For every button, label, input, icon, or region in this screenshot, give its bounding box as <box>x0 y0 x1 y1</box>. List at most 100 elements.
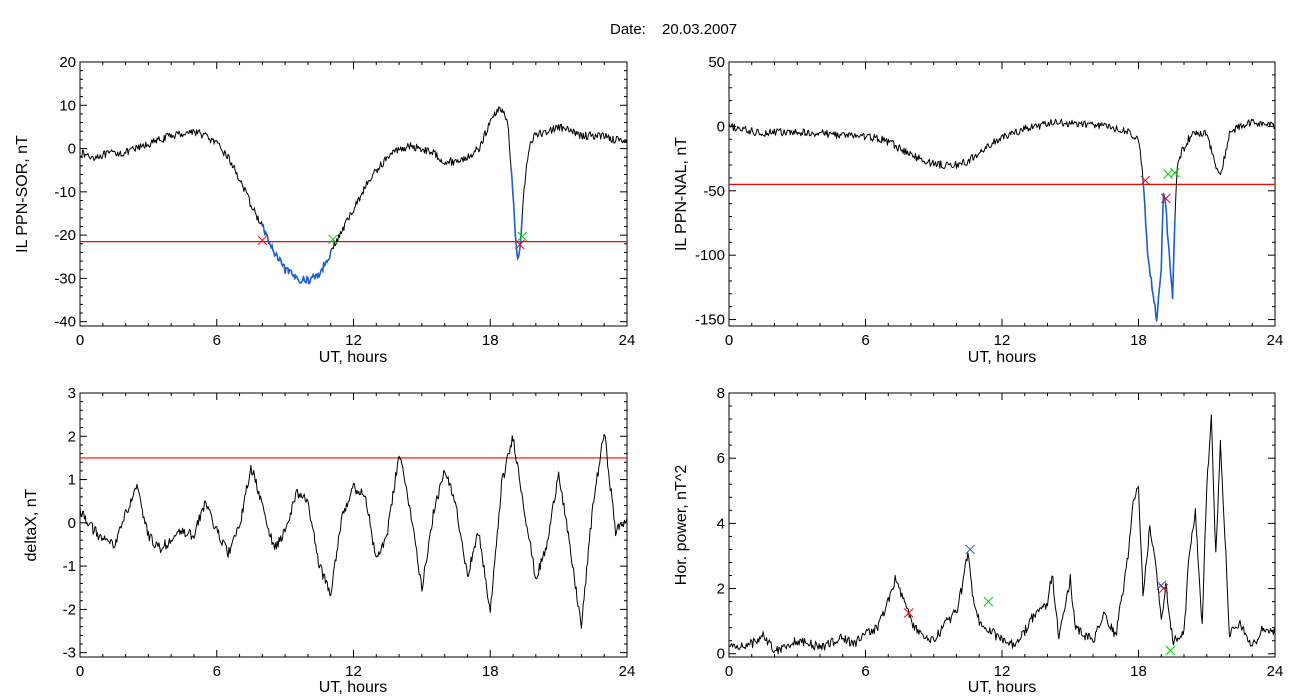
marker-stroke <box>328 234 338 245</box>
xtick-label: 6 <box>861 332 869 349</box>
marker-stroke <box>1156 580 1167 591</box>
panel-deltax-series <box>79 433 628 629</box>
panel-deltax-xlabel: UT, hours <box>319 679 387 696</box>
xtick-label: 12 <box>345 663 362 680</box>
ytick-label: 4 <box>717 515 725 532</box>
series-highlight <box>1142 180 1176 322</box>
xtick-label: 24 <box>1267 663 1284 680</box>
xtick-label: 0 <box>725 332 733 349</box>
ytick-label: 0 <box>717 118 725 135</box>
marker-cross <box>1158 583 1169 594</box>
marker-stroke <box>517 231 528 242</box>
ytick-label: -10 <box>54 184 76 201</box>
ytick-label: 10 <box>59 97 76 114</box>
series-highlight <box>510 169 523 261</box>
panel-power-frame <box>728 392 1276 658</box>
marker-cross <box>1170 167 1180 178</box>
marker-cross <box>903 608 914 618</box>
panel-deltax-ylabel: deltaX, nT <box>23 488 40 561</box>
panel-sor-markers <box>257 231 528 250</box>
ytick-label: -20 <box>54 227 76 244</box>
ytick-label: 2 <box>68 428 76 445</box>
marker-stroke <box>515 239 525 250</box>
xtick-label: 6 <box>213 332 221 349</box>
marker-stroke <box>1165 645 1176 656</box>
xtick-label: 24 <box>1267 332 1284 349</box>
ytick-label: 6 <box>717 450 725 467</box>
ytick-label: 0 <box>717 646 725 663</box>
marker-stroke <box>1163 169 1173 179</box>
panel-sor-series <box>79 106 628 285</box>
xtick-label: 18 <box>1130 332 1147 349</box>
marker-stroke <box>1160 193 1171 204</box>
xtick-label: 18 <box>1130 663 1147 680</box>
xtick-label: 12 <box>994 332 1011 349</box>
panel-sor-xlabel: UT, hours <box>319 349 387 366</box>
xtick-label: 0 <box>725 663 733 680</box>
xtick-label: 18 <box>482 663 499 680</box>
xtick-label: 18 <box>482 332 499 349</box>
panel-power-xlabel: UT, hours <box>968 679 1036 696</box>
figure-date-label: Date: <box>610 21 646 38</box>
xtick-label: 24 <box>619 332 636 349</box>
panel-sor-frame <box>79 61 628 327</box>
ytick-label: 2 <box>717 581 725 598</box>
series-line <box>79 106 628 284</box>
ytick-label: 0 <box>68 515 76 532</box>
marker-stroke <box>965 544 976 555</box>
marker-stroke <box>1158 583 1169 594</box>
marker-stroke <box>903 608 914 618</box>
marker-cross <box>517 231 528 242</box>
figure-date-value: 20.03.2007 <box>662 21 737 38</box>
ytick-label: -150 <box>695 312 725 329</box>
panel-nal-frame <box>728 61 1276 327</box>
panel-nal-series <box>728 118 1276 322</box>
marker-cross <box>983 596 994 607</box>
ytick-label: 0 <box>68 141 76 158</box>
marker-cross <box>257 235 268 246</box>
marker-cross <box>515 239 525 250</box>
marker-cross <box>328 234 338 245</box>
xtick-label: 6 <box>861 663 869 680</box>
ytick-label: 8 <box>717 385 725 402</box>
marker-stroke <box>983 596 994 607</box>
ytick-label: -30 <box>54 270 76 287</box>
ytick-label: -40 <box>54 314 76 331</box>
marker-cross <box>1165 645 1176 656</box>
marker-cross <box>1163 169 1173 179</box>
panel-nal-ticks: 0 6 12 18 24 -150 -100 -50 0 50 <box>695 54 1283 349</box>
panel-nal-xlabel: UT, hours <box>968 349 1036 366</box>
series-line <box>79 433 628 629</box>
ytick-label: -3 <box>63 645 76 662</box>
panel-sor-ylabel: IL PPN-SOR, nT <box>14 135 31 253</box>
marker-cross <box>965 544 976 555</box>
marker-stroke <box>1140 175 1151 186</box>
xtick-label: 12 <box>994 663 1011 680</box>
panel-power-ylabel: Hor. power, nT^2 <box>673 465 690 586</box>
xtick-label: 6 <box>213 663 221 680</box>
ytick-label: -100 <box>695 247 725 264</box>
panel-nal-ylabel: IL PPN-NAL, nT <box>673 137 690 251</box>
marker-stroke <box>257 235 268 246</box>
marker-cross <box>1140 175 1151 186</box>
marker-cross <box>1160 193 1171 204</box>
xtick-label: 24 <box>619 663 636 680</box>
xtick-label: 0 <box>76 332 84 349</box>
ytick-label: 1 <box>68 472 76 489</box>
series-line <box>728 118 1276 322</box>
panel-nal-markers <box>1140 167 1180 204</box>
xtick-label: 0 <box>76 663 84 680</box>
panel-deltax-frame <box>79 392 628 658</box>
ytick-label: -50 <box>703 183 725 200</box>
panel-sor-ticks: 0 6 12 18 24 -40 -30 -20 -10 0 10 20 <box>54 54 635 349</box>
series-highlight <box>261 223 332 285</box>
ytick-label: 20 <box>59 54 76 71</box>
panel-power-series <box>728 414 1276 655</box>
panel-sor: 0 6 12 18 24 -40 -30 -20 -10 0 10 20 UT, hours IL P… <box>14 54 635 366</box>
panel-power-markers <box>903 544 1176 656</box>
